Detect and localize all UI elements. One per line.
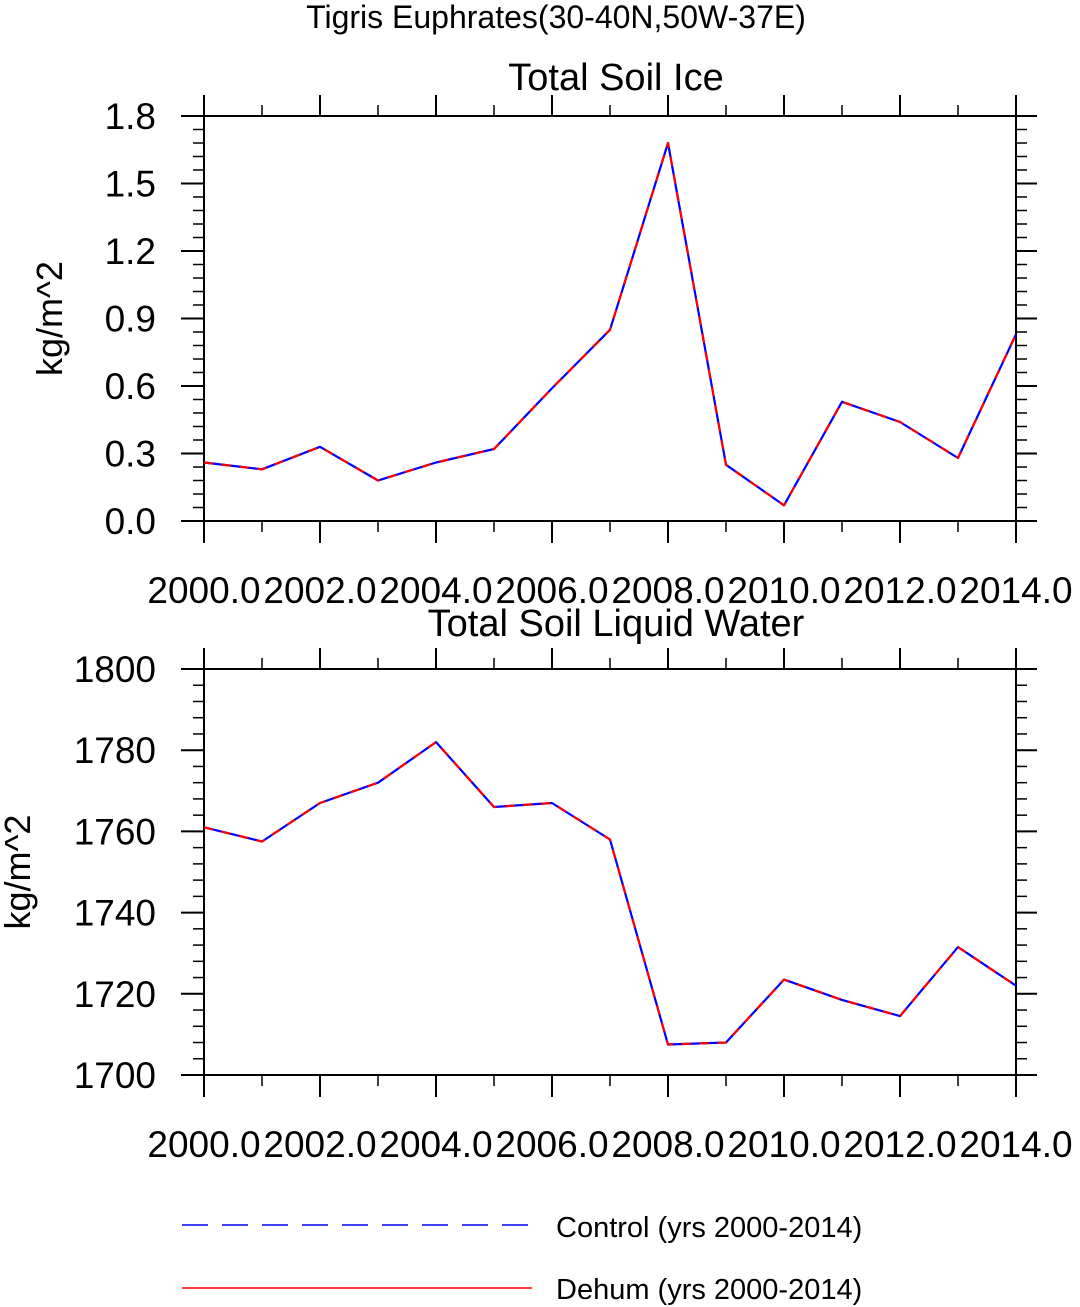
y-tick-label: 1760 (74, 811, 156, 852)
legend-label-control: Control (yrs 2000-2014) (556, 1212, 862, 1244)
y-tick-label: 1780 (74, 730, 156, 771)
x-tick-label: 2004.0 (379, 1124, 492, 1165)
y-axis-label: kg/m^2 (29, 261, 70, 376)
y-tick-label: 1.8 (105, 96, 156, 137)
y-tick-label: 0.9 (105, 299, 156, 340)
x-tick-label: 2010.0 (727, 1124, 840, 1165)
panel-total-soil-ice: Total Soil Ice kg/m^2 0.0 0.3 0.6 0.9 1.2 1.5 1.… (29, 57, 1073, 611)
chart-title: Total Soil Ice (508, 57, 723, 99)
x-tick-label: 2014.0 (959, 570, 1072, 611)
x-tick-label: 2004.0 (379, 570, 492, 611)
y-tick-label: 1700 (74, 1055, 156, 1096)
y-tick-label: 1.2 (105, 231, 156, 272)
x-tick-label: 2012.0 (843, 1124, 956, 1165)
chart-title: Total Soil Liquid Water (428, 603, 805, 645)
y-tick-label: 1.5 (105, 164, 156, 205)
y-axis-label: kg/m^2 (0, 815, 38, 930)
x-tick-label: 2006.0 (495, 570, 608, 611)
series-line-dehum (203, 740, 1017, 1046)
y-tick-label: 0.0 (105, 501, 156, 542)
x-tick-label: 2002.0 (263, 1124, 376, 1165)
panel-total-soil-liquid-water: Total Soil Liquid Water kg/m^2 1700 1720 174… (0, 603, 1073, 1165)
y-tick-label: 0.6 (105, 366, 156, 407)
series-line-control (203, 740, 1017, 1046)
y-tick-label: 0.3 (105, 434, 156, 475)
x-tick-label: 2010.0 (727, 570, 840, 611)
x-tick-label: 2008.0 (611, 1124, 724, 1165)
y-tick-label: 1740 (74, 893, 156, 934)
y-tick-label: 1800 (74, 649, 156, 690)
x-tick-label: 2002.0 (263, 570, 376, 611)
legend: Control (yrs 2000-2014) Dehum (yrs 2000-… (182, 1212, 862, 1306)
x-tick-label: 2000.0 (147, 1124, 260, 1165)
x-tick-label: 2006.0 (495, 1124, 608, 1165)
series-line-dehum (203, 141, 1017, 507)
legend-label-dehum: Dehum (yrs 2000-2014) (556, 1274, 862, 1306)
x-tick-label: 2012.0 (843, 570, 956, 611)
y-tick-label: 1720 (74, 974, 156, 1015)
x-tick-label: 2014.0 (959, 1124, 1072, 1165)
figure-title: Tigris Euphrates(30-40N,50W-37E) (306, 0, 806, 35)
x-tick-label: 2008.0 (611, 570, 724, 611)
x-tick-label: 2000.0 (147, 570, 260, 611)
